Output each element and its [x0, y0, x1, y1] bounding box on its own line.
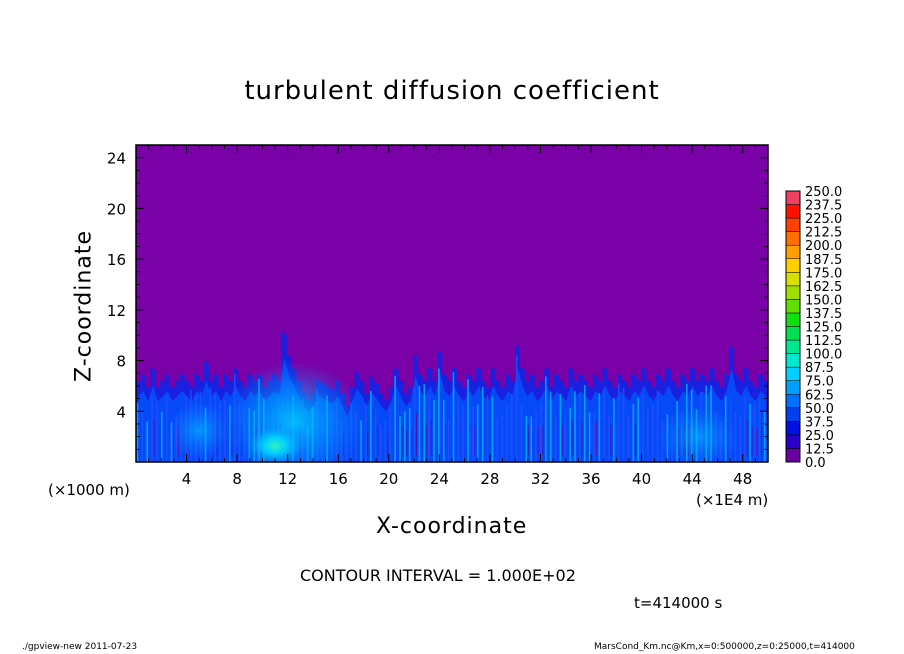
x-tick-label: 16	[329, 470, 348, 488]
colorbar-label: 62.5	[805, 388, 834, 403]
colorbar-label: 162.5	[805, 280, 842, 295]
mixing-core	[247, 425, 304, 462]
x-tick-label: 40	[632, 470, 651, 488]
footer-right: MarsCond_Km.nc@Km,x=0:500000,z=0:25000,t…	[594, 642, 855, 652]
colorbar-label: 12.5	[805, 442, 834, 457]
colorbar-swatch	[785, 366, 801, 381]
x-tick-label: 28	[480, 470, 499, 488]
colorbar-swatch	[785, 244, 801, 259]
y-axis-label: Z-coordinate	[71, 230, 97, 382]
colorbar-swatch	[785, 285, 801, 300]
x-tick-label: 4	[182, 470, 192, 488]
colorbar-swatch	[785, 299, 801, 314]
y-tick-label: 24	[107, 150, 126, 168]
colorbar-swatch	[785, 339, 801, 354]
x-axis-unit: (×1E4 m)	[696, 491, 769, 509]
colorbar-label: 212.5	[805, 226, 842, 241]
mixing-region	[224, 361, 364, 462]
y-tick-label: 20	[107, 200, 126, 218]
colorbar-swatch	[785, 231, 801, 246]
footer-left: ./gpview-new 2011-07-23	[22, 642, 138, 652]
y-tick-label: 16	[107, 251, 126, 269]
colorbar-swatch	[785, 258, 801, 273]
x-tick-label: 32	[531, 470, 550, 488]
mixing-region	[658, 406, 739, 462]
colorbar-label: 250.0	[805, 185, 842, 200]
y-axis-unit: (×1000 m)	[48, 481, 130, 499]
colorbar-swatch	[785, 190, 801, 205]
colorbar-swatch	[785, 312, 801, 327]
y-tick-label: 4	[116, 403, 126, 421]
x-axis-label: X-coordinate	[376, 514, 528, 539]
colorbar-frame	[785, 190, 801, 463]
colorbar-swatch	[785, 394, 801, 409]
colorbar-label: 175.0	[805, 266, 842, 281]
x-tick-label: 12	[278, 470, 297, 488]
x-tick-label: 36	[581, 470, 600, 488]
y-axis: 4 8 12 16 20 24	[107, 150, 768, 450]
x-tick-label: 20	[379, 470, 398, 488]
colorbar-label: 75.0	[805, 375, 834, 390]
colorbar-swatch	[785, 407, 801, 422]
contour-interval: CONTOUR INTERVAL = 1.000E+02	[300, 566, 576, 585]
colorbar-swatch	[785, 204, 801, 219]
mixing-region	[169, 402, 230, 459]
colorbar-label: 50.0	[805, 402, 834, 417]
chart-title: turbulent diffusion coefficient	[244, 76, 660, 106]
colorbar-swatch	[785, 217, 801, 232]
colorbar: 0.012.525.037.550.062.575.087.5100.0112.…	[785, 185, 842, 471]
colorbar-label: 125.0	[805, 321, 842, 336]
colorbar-label: 37.5	[805, 415, 834, 430]
colorbar-swatch	[785, 448, 801, 463]
colorbar-label: 25.0	[805, 429, 834, 444]
colorbar-swatch	[785, 421, 801, 436]
x-tick-label: 24	[430, 470, 449, 488]
colorbar-label: 187.5	[805, 253, 842, 268]
x-axis: 4 8 12 16 20 24 28 32 36 40 44 48	[148, 145, 756, 488]
colorbar-swatch	[785, 326, 801, 341]
x-tick-label: 48	[733, 470, 752, 488]
x-tick-label: 44	[683, 470, 702, 488]
colorbar-label: 100.0	[805, 348, 842, 363]
colorbar-swatch	[785, 380, 801, 395]
time-label: t=414000 s	[634, 594, 723, 612]
colorbar-label: 87.5	[805, 361, 834, 376]
colorbar-swatch	[785, 434, 801, 449]
y-tick-label: 8	[116, 353, 126, 371]
x-tick-label: 8	[232, 470, 242, 488]
colorbar-label: 237.5	[805, 199, 842, 214]
heatmap-field	[136, 331, 768, 462]
colorbar-label: 137.5	[805, 307, 842, 322]
colorbar-label: 150.0	[805, 293, 842, 308]
y-tick-label: 12	[107, 302, 126, 320]
colorbar-swatch	[785, 353, 801, 368]
colorbar-label: 200.0	[805, 239, 842, 254]
colorbar-swatch	[785, 272, 801, 287]
colorbar-label: 0.0	[805, 456, 826, 471]
colorbar-label: 225.0	[805, 212, 842, 227]
colorbar-label: 112.5	[805, 334, 842, 349]
